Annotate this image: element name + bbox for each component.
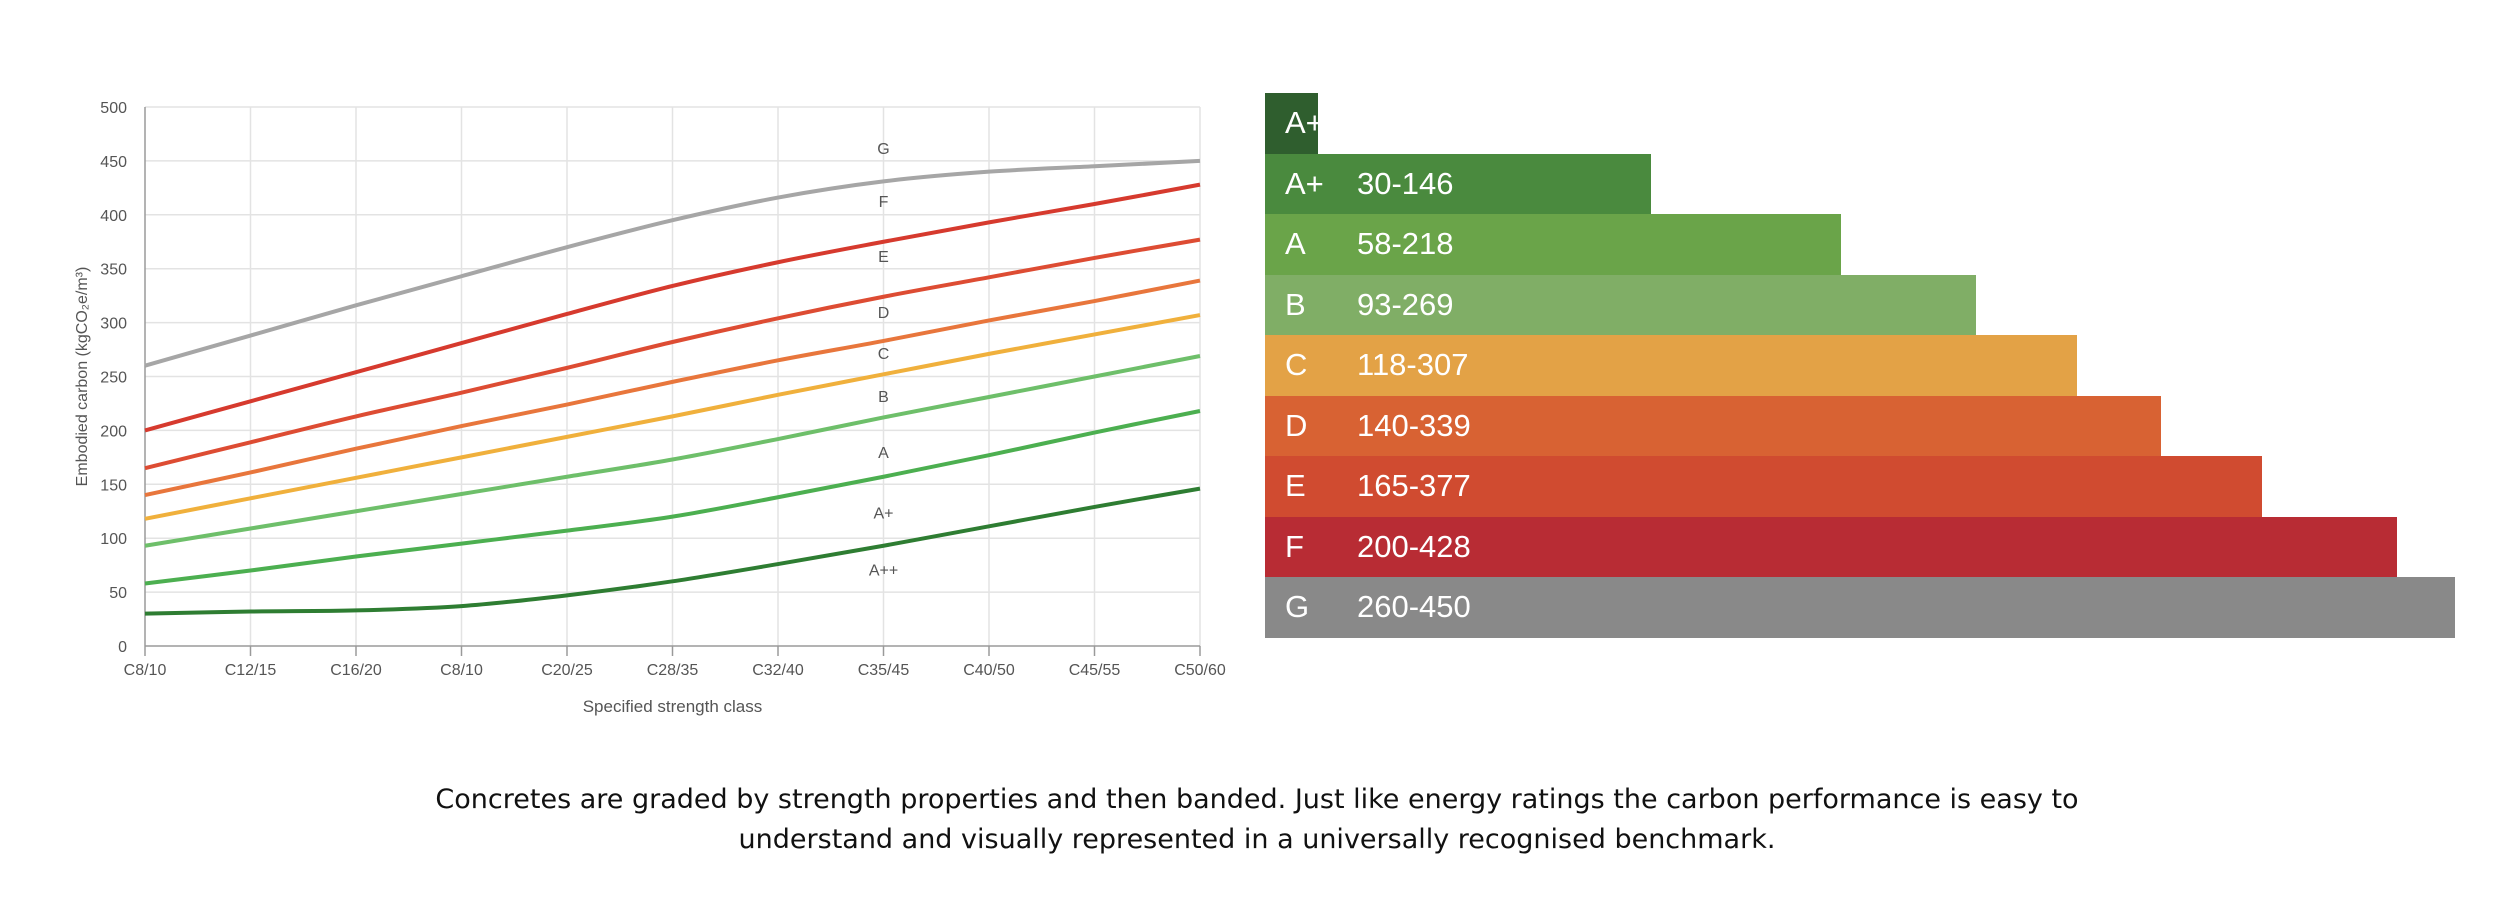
- series-line-f: [144, 182, 1201, 433]
- y-tick-label: 500: [100, 100, 127, 117]
- band-grade-label: E: [1285, 468, 1306, 504]
- band-range-label: 118-307: [1357, 347, 1469, 383]
- y-tick-label: 0: [118, 639, 127, 656]
- band-bar-f: F 200-428: [1265, 516, 2397, 577]
- series-line-e: [144, 237, 1201, 471]
- band-bar-b: B 93-269: [1265, 274, 1977, 335]
- band-range-label: 260-450: [1357, 589, 1471, 625]
- y-tick-label: 100: [100, 531, 127, 548]
- band-grade-label: D: [1285, 407, 1308, 443]
- y-axis-title: Embodied carbon (kgCO₂e/m³): [74, 267, 91, 487]
- x-axis-title: Specified strength class: [583, 697, 763, 716]
- line-label: B: [878, 389, 889, 406]
- y-tick-label: 300: [100, 316, 127, 333]
- x-tick-label: C40/50: [963, 662, 1015, 679]
- x-tick-label: C50/60: [1174, 662, 1226, 679]
- y-tick-label: 400: [100, 208, 127, 225]
- band-grade-label: B: [1285, 286, 1306, 322]
- line-label: A+: [873, 505, 893, 522]
- x-tick-label: C12/15: [225, 662, 277, 679]
- series-line-c: [144, 313, 1201, 521]
- y-tick-label: 150: [100, 477, 127, 494]
- x-tick-label: C8/10: [440, 662, 483, 679]
- x-tick-label: C16/20: [330, 662, 382, 679]
- band-range-label: 30-146: [1357, 165, 1454, 201]
- band-bar-g: G 260-450: [1265, 577, 2455, 638]
- x-tick-label: C20/25: [541, 662, 593, 679]
- band-range-label: 165-377: [1357, 468, 1471, 504]
- caption: Concretes are graded by strength propert…: [0, 780, 2514, 860]
- chart-grid: [145, 106, 1201, 646]
- chart-line-labels: G F E D C B A A+ A++: [869, 141, 898, 579]
- band-bar-aplusplus: A++: [1265, 93, 1342, 154]
- chart-axes: 0 50 100 150 200 250 300 350 400 450 500 C8/10 C12/1…: [100, 100, 1226, 679]
- band-range-label: 58-218: [1357, 226, 1454, 262]
- embodied-carbon-line-chart: 0 50 100 150 200 250 300 350 400 450 500 C8/10 C12/1…: [74, 100, 1226, 716]
- line-label: G: [877, 141, 889, 158]
- band-grade-label: C: [1285, 347, 1308, 383]
- line-label: D: [878, 305, 890, 322]
- y-tick-label: 200: [100, 423, 127, 440]
- series-line-b: [144, 354, 1201, 548]
- y-tick-label: 350: [100, 262, 127, 279]
- y-tick-label: 450: [100, 154, 127, 171]
- band-bar-e: E 165-377: [1265, 456, 2262, 517]
- band-bar-a: A 58-218: [1265, 214, 1842, 275]
- band-bar-d: D 140-339: [1265, 395, 2162, 456]
- carbon-band-chart: A++ A+ 30-146 A 58-218 B 93-269 C 118-307 D 140-33…: [1265, 93, 2455, 638]
- line-label: C: [878, 346, 890, 363]
- series-line-g: [144, 158, 1201, 368]
- y-tick-label: 250: [100, 370, 127, 387]
- series-line-aplusplus: [144, 486, 1201, 616]
- chart-series: [144, 158, 1201, 616]
- series-line-a: [144, 409, 1201, 586]
- caption-line-1: Concretes are graded by strength propert…: [435, 784, 2079, 815]
- band-grade-label: G: [1285, 589, 1310, 625]
- x-tick-label: C35/45: [858, 662, 910, 679]
- band-grade-label: F: [1285, 528, 1304, 564]
- line-label: A: [878, 445, 889, 462]
- line-label: A++: [869, 562, 898, 579]
- x-tick-label: C32/40: [752, 662, 804, 679]
- x-tick-label: C45/55: [1069, 662, 1121, 679]
- x-tick-label: C28/35: [647, 662, 699, 679]
- line-label: E: [878, 249, 889, 266]
- band-range-label: 200-428: [1357, 528, 1471, 564]
- x-tick-label: C8/10: [124, 662, 167, 679]
- band-grade-label: A++: [1285, 105, 1342, 141]
- band-bar-aplus: A+ 30-146: [1265, 153, 1652, 214]
- caption-line-2: understand and visually represented in a…: [738, 824, 1776, 855]
- series-line-d: [144, 278, 1201, 498]
- band-range-label: 140-339: [1357, 407, 1471, 443]
- band-range-label: 93-269: [1357, 286, 1454, 322]
- band-grade-label: A+: [1285, 165, 1324, 201]
- line-label: F: [879, 194, 889, 211]
- band-bar-c: C 118-307: [1265, 335, 2077, 396]
- y-tick-label: 50: [109, 585, 127, 602]
- band-grade-label: A: [1285, 226, 1306, 262]
